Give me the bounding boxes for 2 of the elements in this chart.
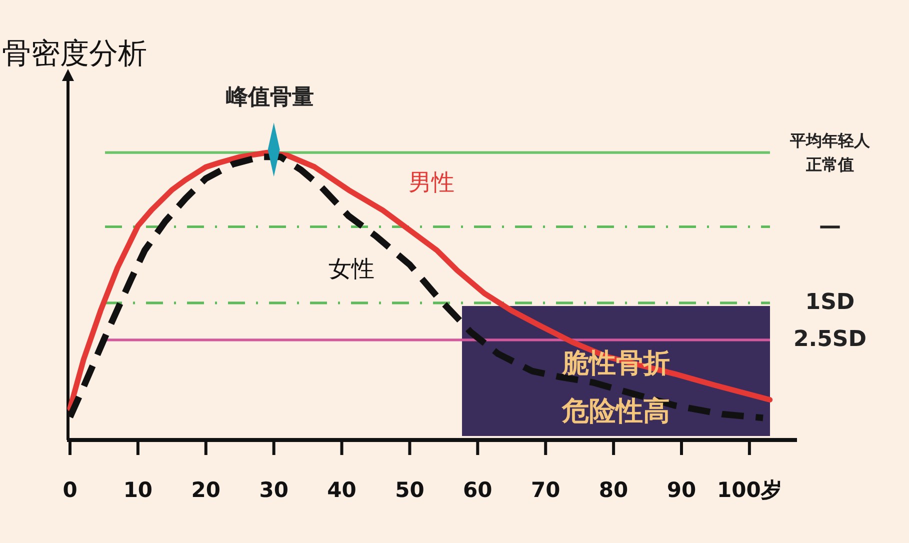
annotation: 峰值骨量 [226, 85, 314, 110]
title: 骨密度分析 [2, 36, 147, 70]
